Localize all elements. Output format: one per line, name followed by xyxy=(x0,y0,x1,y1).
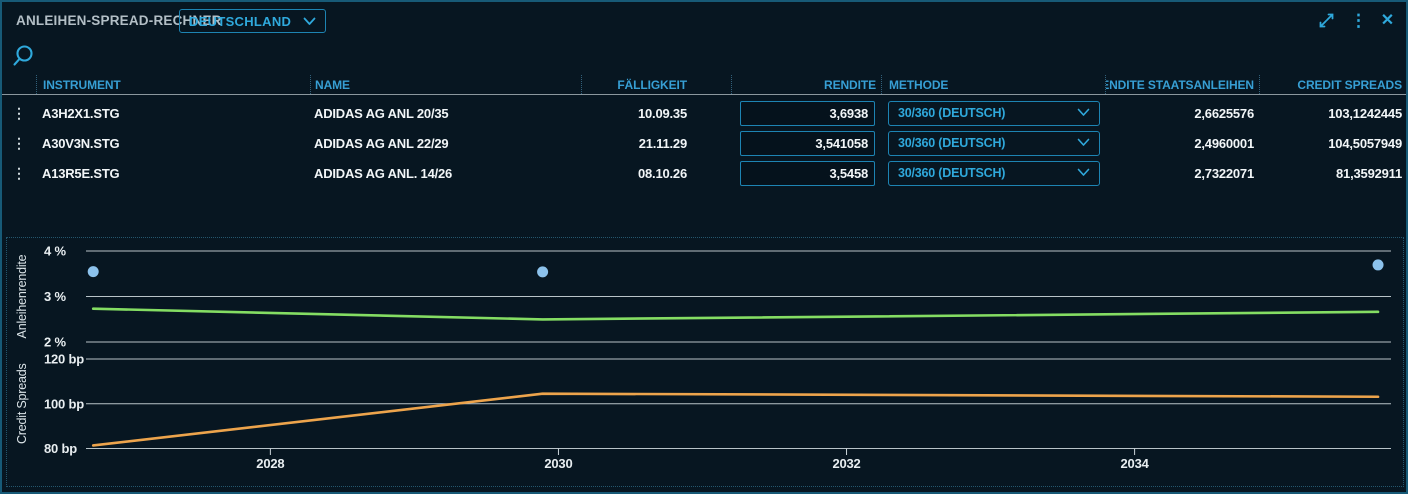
faelligkeit-cell: 10.09.35 xyxy=(637,105,687,121)
instrument-cell: A30V3N.STG xyxy=(42,135,120,151)
faelligkeit-cell: 08.10.26 xyxy=(637,165,687,181)
svg-text:80 bp: 80 bp xyxy=(44,441,77,456)
country-dropdown-value: DEUTSCHLAND xyxy=(189,13,292,29)
rendite-cell xyxy=(731,100,881,126)
rendite-input[interactable] xyxy=(740,160,875,186)
rendite-input[interactable] xyxy=(740,130,875,156)
table-body: ⋮ A3H2X1.STG ADIDAS AG ANL 20/35 10.09.3… xyxy=(2,98,1406,188)
methode-cell: 30/360 (DEUTSCH) xyxy=(881,160,1105,186)
titlebar: ANLEIHEN-SPREAD-RECHNER DEUTSCHLAND ⋮ ✕ xyxy=(2,2,1406,40)
methode-dropdown-value: 30/360 (DEUTSCH) xyxy=(898,166,1006,180)
methode-cell: 30/360 (DEUTSCH) xyxy=(881,100,1105,126)
rendite-input[interactable] xyxy=(740,100,875,126)
svg-text:100 bp: 100 bp xyxy=(44,396,84,411)
svg-text:120 bp: 120 bp xyxy=(44,352,84,367)
faelligkeit-cell: 21.11.29 xyxy=(638,135,687,151)
rendite-staatsanleihen-cell: 2,7322071 xyxy=(1194,165,1254,181)
methode-dropdown[interactable]: 30/360 (DEUTSCH) xyxy=(888,100,1100,126)
col-header-methode[interactable]: METHODE xyxy=(881,75,1105,94)
chevron-down-icon xyxy=(303,14,316,29)
table-header-row: INSTRUMENT NAME FÄLLIGKEIT RENDITE METHO… xyxy=(2,75,1406,95)
col-header-rendite-staatsanleihen[interactable]: RENDITE STAATSANLEIHEN xyxy=(1105,75,1259,94)
name-cell: ADIDAS AG ANL 22/29 xyxy=(314,135,449,151)
rendite-staatsanleihen-cell: 2,4960001 xyxy=(1194,135,1254,151)
header-spacer xyxy=(2,75,36,94)
table-row: ⋮ A13R5E.STG ADIDAS AG ANL. 14/26 08.10.… xyxy=(2,158,1406,188)
rendite-staatsanleihen-cell: 2,6625576 xyxy=(1194,105,1254,121)
chevron-down-icon xyxy=(1077,106,1090,120)
svg-text:3 %: 3 % xyxy=(44,289,66,304)
svg-text:2030: 2030 xyxy=(544,456,572,471)
col-header-faelligkeit[interactable]: FÄLLIGKEIT xyxy=(581,75,731,94)
menu-kebab-icon[interactable]: ⋮ xyxy=(1349,10,1367,30)
svg-text:4 %: 4 % xyxy=(44,244,66,259)
instrument-cell: A3H2X1.STG xyxy=(42,105,120,121)
credit-spreads-cell: 104,5057949 xyxy=(1328,135,1402,151)
svg-text:2034: 2034 xyxy=(1121,456,1150,471)
col-header-name[interactable]: NAME xyxy=(310,75,581,94)
col-header-instrument[interactable]: INSTRUMENT xyxy=(36,75,310,94)
table-row: ⋮ A3H2X1.STG ADIDAS AG ANL 20/35 10.09.3… xyxy=(2,98,1406,128)
row-menu-kebab-icon[interactable]: ⋮ xyxy=(12,164,26,181)
methode-dropdown[interactable]: 30/360 (DEUTSCH) xyxy=(888,160,1100,186)
instruments-table: INSTRUMENT NAME FÄLLIGKEIT RENDITE METHO… xyxy=(2,75,1406,188)
chevron-down-icon xyxy=(1077,166,1090,180)
rendite-cell xyxy=(731,160,881,186)
chevron-down-icon xyxy=(1077,136,1090,150)
svg-text:Credit Spreads: Credit Spreads xyxy=(15,363,29,444)
col-header-rendite[interactable]: RENDITE xyxy=(731,75,881,94)
name-cell: ADIDAS AG ANL 20/35 xyxy=(314,105,449,121)
rendite-cell xyxy=(731,130,881,156)
close-icon[interactable]: ✕ xyxy=(1380,11,1394,29)
expand-icon[interactable] xyxy=(1317,11,1336,30)
credit-spreads-cell: 81,3592911 xyxy=(1336,165,1402,181)
name-cell: ADIDAS AG ANL. 14/26 xyxy=(314,165,453,181)
spread-chart-panel: 4 % 3 % 2 % Anleihenrendite 120 bp 100 bp 80 b… xyxy=(6,237,1404,487)
col-header-credit-spreads[interactable]: CREDIT SPREADS xyxy=(1259,75,1406,94)
svg-text:Anleihenrendite: Anleihenrendite xyxy=(15,254,29,338)
table-row: ⋮ A30V3N.STG ADIDAS AG ANL 22/29 21.11.2… xyxy=(2,128,1406,158)
country-dropdown[interactable]: DEUTSCHLAND xyxy=(179,9,327,33)
instrument-cell: A13R5E.STG xyxy=(42,165,120,181)
spread-chart-canvas: 4 % 3 % 2 % Anleihenrendite 120 bp 100 bp 80 b… xyxy=(7,238,1403,486)
credit-spreads-cell: 103,1242445 xyxy=(1328,105,1402,121)
methode-cell: 30/360 (DEUTSCH) xyxy=(881,130,1105,156)
page-title: ANLEIHEN-SPREAD-RECHNER xyxy=(16,13,222,28)
row-menu-kebab-icon[interactable]: ⋮ xyxy=(12,134,26,151)
svg-text:2 %: 2 % xyxy=(44,335,66,350)
row-menu-kebab-icon[interactable]: ⋮ xyxy=(12,104,26,121)
window-controls: ⋮ ✕ xyxy=(1317,11,1394,30)
svg-text:2028: 2028 xyxy=(256,456,284,471)
methode-dropdown[interactable]: 30/360 (DEUTSCH) xyxy=(888,130,1100,156)
methode-dropdown-value: 30/360 (DEUTSCH) xyxy=(898,106,1006,120)
svg-text:2032: 2032 xyxy=(832,456,860,471)
methode-dropdown-value: 30/360 (DEUTSCH) xyxy=(898,136,1006,150)
search-icon[interactable] xyxy=(10,44,36,70)
